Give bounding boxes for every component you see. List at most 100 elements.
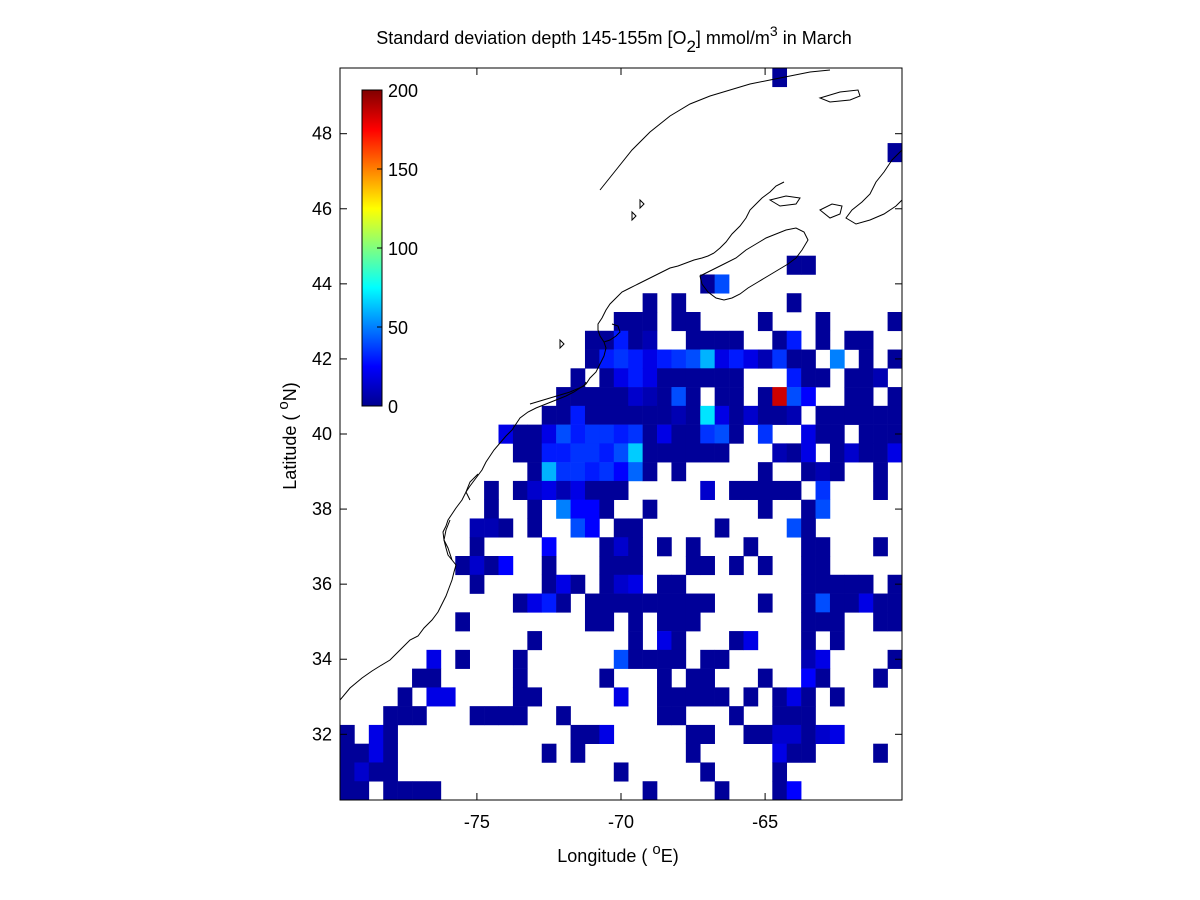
heatmap-cell [584,724,600,744]
heatmap-cell [685,724,701,744]
heatmap-cell [685,537,701,557]
heatmap-cell [829,349,845,369]
heatmap-cell [829,593,845,613]
heatmap-cell [383,724,398,744]
heatmap-cell [642,649,658,669]
heatmap-cell [743,480,759,500]
heatmap-cell [541,462,557,482]
heatmap-cell [354,800,369,819]
heatmap-cell [484,518,499,538]
heatmap-cell [757,556,773,576]
heatmap-cell [657,424,672,444]
heatmap-cell [786,687,802,707]
heatmap-cell [829,443,845,463]
heatmap-cell [700,424,715,444]
heatmap-cell [700,443,715,463]
heatmap-cell [700,556,715,576]
heatmap-cell [858,424,874,444]
heatmap-cell [570,574,586,594]
heatmap-cell [412,706,427,726]
colorbar-tick-label: 100 [388,239,418,259]
heatmap-cell [700,687,715,707]
heatmap-cell [671,443,687,463]
heatmap-cell [743,349,759,369]
heatmap-cell [613,443,629,463]
heatmap-cell [887,405,902,425]
heatmap-cell [570,462,586,482]
heatmap-cell [671,687,687,707]
y-tick-label: 42 [312,349,332,369]
heatmap-cell [714,649,730,669]
heatmap-cell [844,330,860,350]
y-axis-label: Latitude ( oN) [275,382,300,489]
heatmap-cell [628,368,643,388]
colorbar-tick-label: 200 [388,81,418,101]
heatmap-cell [642,368,658,388]
heatmap-cell [671,574,687,594]
y-tick-label: 46 [312,199,332,219]
heatmap-cell [671,293,687,313]
heatmap-cell [873,443,888,463]
heatmap-cell [801,255,816,275]
heatmap-cell [613,537,629,557]
heatmap-cell [628,631,643,651]
heatmap-cell [527,480,543,500]
heatmap-cell [397,687,413,707]
heatmap-cell [368,743,384,763]
heatmap-cell [383,781,398,800]
heatmap-cell [887,312,902,332]
heatmap-cell [527,443,543,463]
heatmap-cell [354,762,370,782]
x-axis: -75 -70 -65 [464,68,778,832]
heatmap-cell [642,781,658,800]
y-tick-label: 36 [312,574,332,594]
heatmap-cell [700,724,715,744]
heatmap-cell [642,462,658,482]
heatmap-cell [498,556,514,576]
heatmap-cell [801,349,816,369]
heatmap-cell [887,424,902,444]
heatmap-cell [801,724,816,744]
x-tick-label: -65 [752,812,778,832]
heatmap-cell [512,593,528,613]
heatmap-cell [873,612,888,632]
heatmap-cell [556,706,571,726]
heatmap-cell [757,387,773,407]
heatmap-cell [685,687,701,707]
heatmap-cell [383,706,398,726]
heatmap-cell [512,424,528,444]
heatmap-cell [570,499,586,519]
heatmap-cell [628,518,643,538]
y-tick-label: 32 [312,724,332,744]
heatmap-cell [340,781,355,800]
heatmap-cell [729,800,744,819]
heatmap-cell [815,649,831,669]
heatmap-cell [570,443,586,463]
x-axis-label: Longitude ( oE) [557,841,678,866]
heatmap-cell [642,424,658,444]
heatmap-cell [628,424,643,444]
heatmap-cell [628,612,643,632]
heatmap-cell [685,312,701,332]
heatmap-cell [786,480,802,500]
heatmap-cell [815,593,831,613]
heatmap-cell [714,405,730,425]
heatmap-cell [858,593,874,613]
heatmap-cell [599,405,615,425]
heatmap-cell [340,762,355,782]
heatmap-cells [340,68,902,819]
heatmap-cell [815,724,831,744]
heatmap-cell [469,537,485,557]
heatmap-cell [815,462,831,482]
heatmap-cell [340,724,355,744]
heatmap-cell [556,499,571,519]
heatmap-cell [628,405,643,425]
heatmap-cell [498,424,514,444]
heatmap-cell [469,518,485,538]
heatmap-cell [801,649,816,669]
heatmap-cell [729,556,744,576]
heatmap-cell [657,593,672,613]
heatmap-cell [599,556,615,576]
heatmap-cell [757,424,773,444]
coastline [340,69,902,701]
